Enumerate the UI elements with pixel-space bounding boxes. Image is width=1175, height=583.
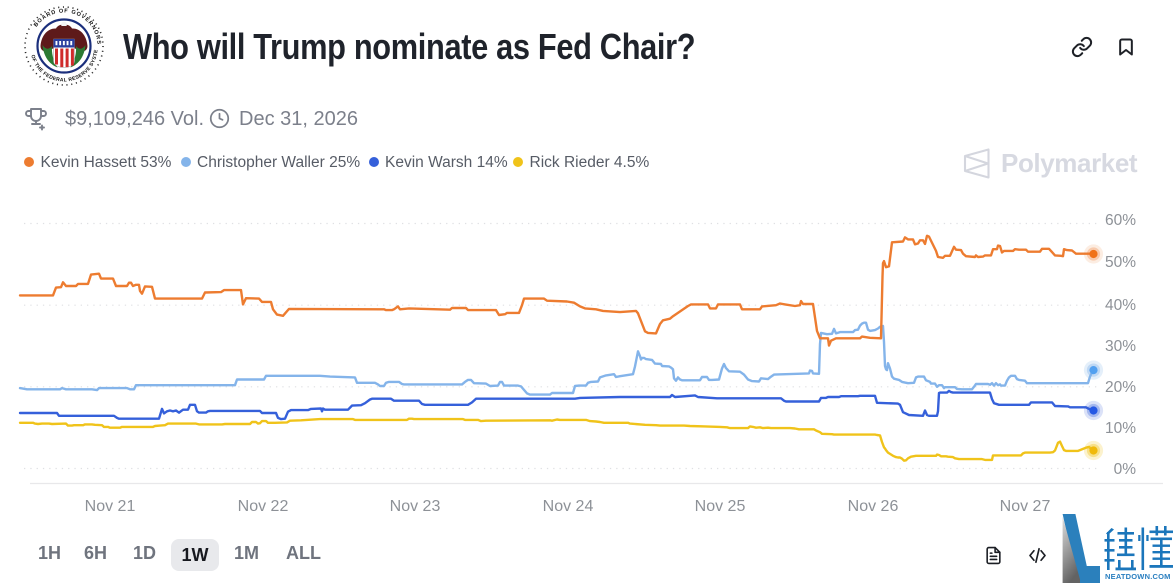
svg-text:NEATDOWN.COM: NEATDOWN.COM [1105, 572, 1171, 581]
